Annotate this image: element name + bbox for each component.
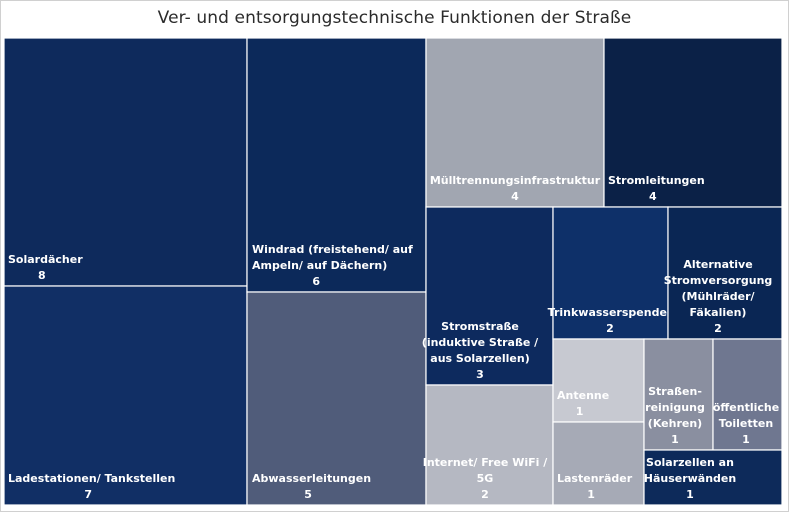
tile-label: (Kehren) xyxy=(648,417,702,430)
tile-label: Toiletten xyxy=(719,417,773,430)
tile-label: Ampeln/ auf Dächern) xyxy=(252,259,387,272)
tile-value: 1 xyxy=(671,433,679,446)
tile-value: 1 xyxy=(587,488,595,501)
tile-value: 1 xyxy=(686,488,694,501)
tile-label: reinigung xyxy=(645,401,705,414)
treemap-tile xyxy=(425,384,554,506)
tile-label: Trinkwasserspender xyxy=(548,306,673,319)
tile-label: Internet/ Free WiFi / xyxy=(423,456,548,469)
tile-label: Straßen- xyxy=(648,385,702,398)
tile-value: 7 xyxy=(84,488,92,501)
treemap-tile xyxy=(552,206,669,340)
tile-label: Abwasserleitungen xyxy=(252,472,371,485)
tile-value: 8 xyxy=(38,269,46,282)
tile-label: Stromversorgung xyxy=(664,274,773,287)
tile-label: (Mühlräder/ xyxy=(681,290,755,303)
tile-label: Solardächer xyxy=(8,253,83,266)
tile-label: Antenne xyxy=(557,389,609,402)
treemap-tile xyxy=(246,291,427,506)
tile-label: aus Solarzellen) xyxy=(430,352,529,365)
tile-label: Ladestationen/ Tankstellen xyxy=(8,472,175,485)
tile-value: 4 xyxy=(511,190,519,203)
tile-label: öffentliche xyxy=(713,401,779,414)
tile-label: Alternative xyxy=(683,258,752,271)
tile-label: Mülltrennungsinfrastruktur xyxy=(430,174,601,187)
tile-label: (induktive Straße / xyxy=(422,336,539,349)
treemap-tile xyxy=(712,338,783,451)
tile-value: 2 xyxy=(606,322,614,335)
tile-value: 2 xyxy=(481,488,489,501)
tile-label: Stromleitungen xyxy=(608,174,705,187)
treemap-tile xyxy=(552,421,645,506)
tile-label: Stromstraße xyxy=(441,320,519,333)
tile-label: Solarzellen an xyxy=(646,456,734,469)
tile-value: 4 xyxy=(649,190,657,203)
tile-label: Windrad (freistehend/ auf xyxy=(252,243,413,256)
treemap-tile xyxy=(425,37,605,208)
treemap-tile xyxy=(643,449,783,506)
treemap-tile xyxy=(603,37,783,208)
tile-value: 5 xyxy=(304,488,312,501)
tile-value: 6 xyxy=(312,275,320,288)
tile-value: 1 xyxy=(576,405,584,418)
treemap-tile xyxy=(3,285,248,506)
tile-value: 3 xyxy=(476,368,484,381)
chart-title: Ver- und entsorgungstechnische Funktione… xyxy=(157,8,632,28)
tile-label: 5G xyxy=(477,472,494,485)
tile-value: 2 xyxy=(714,322,722,335)
tile-label: Häuserwänden xyxy=(644,472,736,485)
tile-value: 1 xyxy=(742,433,750,446)
treemap-tile xyxy=(3,37,248,287)
tile-label: Lastenräder xyxy=(557,472,633,485)
treemap-tile xyxy=(667,206,783,340)
treemap-tile xyxy=(643,338,714,451)
tile-label: Fäkalien) xyxy=(690,306,747,319)
treemap-tile xyxy=(425,206,554,386)
treemap-tile xyxy=(552,338,645,423)
